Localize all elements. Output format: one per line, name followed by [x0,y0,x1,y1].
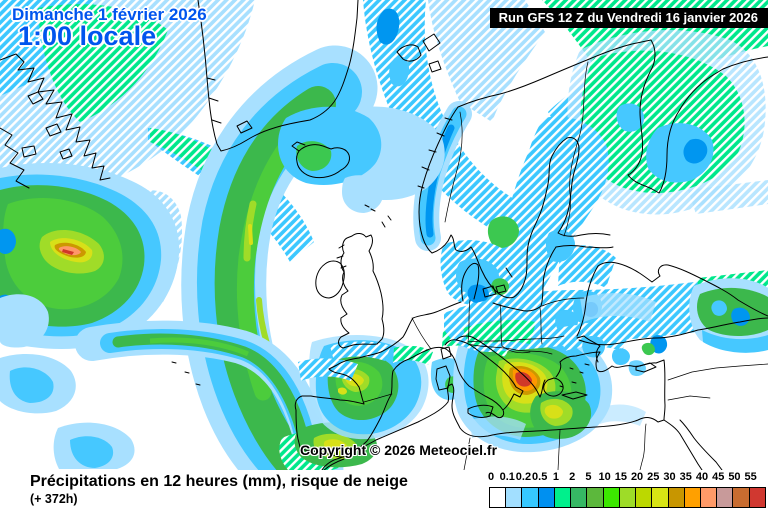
legend-cell [505,487,523,508]
legend-tick-label: 55 [744,471,757,483]
legend-tick-label: 20 [630,471,644,483]
forecast-date: Dimanche 1 février 2026 [12,5,207,24]
legend-tick-label: 0 [487,471,495,483]
legend-tick-label: 40 [695,471,709,483]
legend-cell [586,487,604,508]
legend-cell [618,487,637,508]
legend-cell [716,487,734,508]
legend-tick-label: 0.1 [499,471,515,483]
forecast-datetime: Dimanche 1 février 2026 1:00 locale [12,6,207,51]
legend-cell [553,487,572,508]
legend-tick-label: 10 [598,471,611,483]
legend-tick-label: 45 [712,471,725,483]
legend-cell [683,487,702,508]
legend-cell [570,487,588,508]
legend-tick-label: 1 [552,471,559,483]
forecast-step: (+ 372h) [30,492,78,506]
legend-cell [602,487,620,508]
legend-tick-label: 25 [647,471,660,483]
map-title: Précipitations en 12 heures (mm), risque… [30,473,408,490]
legend-tick-label: 15 [614,471,627,483]
legend-cell [521,487,539,508]
weather-map-svg [0,0,768,470]
legend-cell [651,487,669,508]
footer-bar: Précipitations en 12 heures (mm), risque… [0,470,768,512]
legend-tick-label: 35 [679,471,692,483]
legend-scale: 0 0.1 0.2 0.5 1 2 5 10 15 20 25 30 35 40 45 50 55 [487,471,767,511]
forecast-local-time: 1:00 locale [18,21,157,52]
legend-cell [635,487,653,508]
legend-cell [667,487,685,508]
copyright-notice: Copyright © 2026 Meteociel.fr [300,442,498,458]
model-run-banner: Run GFS 12 Z du Vendredi 16 janvier 2026 [489,8,768,28]
coastline-layer [0,0,768,470]
legend-tick-label: 30 [663,471,676,483]
weather-map [0,0,768,470]
legend-tick-label: 0.5 [532,471,548,483]
legend-cell [489,487,507,508]
legend-cell [537,487,555,508]
legend-tick-label: 50 [728,471,741,483]
legend-cell [732,487,750,508]
legend-cell [699,487,718,508]
legend-tick-label: 5 [585,471,592,483]
legend-tick-label: 2 [569,471,576,483]
legend-tick-label: 0.2 [515,471,532,483]
legend-cell [748,487,766,508]
